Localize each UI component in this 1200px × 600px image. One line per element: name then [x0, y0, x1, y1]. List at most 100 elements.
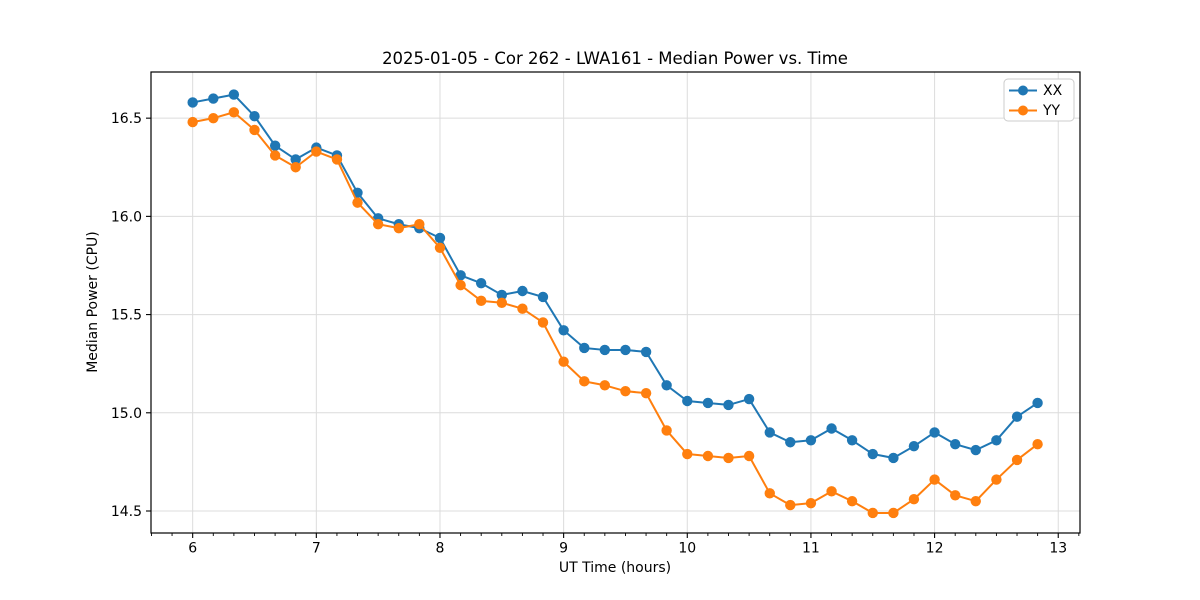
- series-point-yy: [620, 385, 631, 397]
- series-point-yy: [785, 499, 796, 511]
- series-point-xx: [764, 427, 775, 438]
- series-point-yy: [434, 242, 446, 253]
- series-point-yy: [496, 297, 507, 308]
- series-point-xx: [702, 397, 714, 409]
- series-point-yy: [269, 150, 281, 161]
- series-point-yy: [1011, 454, 1023, 466]
- series-point-yy: [311, 146, 322, 157]
- x-tick-label: 11: [802, 541, 820, 557]
- x-tick-label: 6: [188, 541, 197, 557]
- series-point-yy: [743, 450, 755, 462]
- y-tick-label: 14.5: [111, 504, 142, 520]
- series-point-xx: [496, 289, 507, 301]
- series-point-yy: [537, 317, 549, 328]
- y-tick-label: 16.5: [111, 111, 142, 127]
- y-axis-label: Median Power (CPU): [85, 231, 101, 373]
- series-point-xx: [517, 285, 528, 297]
- series-point-xx: [785, 437, 796, 448]
- series-point-xx: [743, 393, 755, 405]
- series-point-xx: [475, 277, 487, 289]
- series-point-yy: [228, 107, 240, 118]
- series-point-xx: [208, 93, 219, 104]
- series-point-xx: [888, 452, 899, 464]
- series-point-yy: [661, 425, 672, 436]
- series-point-xx: [290, 154, 301, 165]
- series-point-xx: [846, 435, 858, 446]
- series-point-yy: [455, 279, 466, 291]
- series-point-xx: [558, 325, 569, 336]
- series-point-yy: [579, 376, 590, 387]
- y-tick-label: 15.5: [111, 308, 142, 324]
- series-point-xx: [187, 97, 198, 108]
- series-point-xx: [228, 89, 240, 100]
- series-point-yy: [991, 474, 1002, 485]
- series-point-xx: [929, 427, 940, 438]
- series-point-yy: [908, 494, 920, 505]
- x-tick-label: 12: [926, 541, 944, 557]
- series-point-xx: [1032, 397, 1043, 409]
- series-point-xx: [620, 344, 631, 356]
- series-point-yy: [372, 219, 384, 230]
- series-point-xx: [455, 270, 466, 281]
- series-point-xx: [908, 440, 920, 452]
- series-point-xx: [249, 110, 260, 122]
- series-point-yy: [682, 448, 693, 460]
- series-point-xx: [640, 346, 652, 358]
- series-point-yy: [352, 197, 363, 208]
- series-point-xx: [970, 444, 981, 456]
- legend-label-xx: XX: [1043, 83, 1063, 99]
- series-point-xx: [826, 423, 837, 434]
- series-point-yy: [599, 380, 610, 391]
- series-point-yy: [723, 452, 734, 464]
- series-point-yy: [187, 116, 198, 128]
- series-point-yy: [475, 295, 487, 307]
- y-tick-label: 15.0: [111, 406, 142, 422]
- axis-tick-labels: 6 7 8 9 10 11 12 13 14.5 15.0 15.5 16.0 16.5: [111, 111, 1067, 556]
- series-point-xx: [434, 232, 446, 244]
- series-point-yy: [558, 356, 569, 367]
- series-point-xx: [269, 140, 281, 151]
- series-point-xx: [991, 435, 1002, 446]
- series-point-xx: [723, 399, 734, 411]
- series-point-yy: [805, 497, 817, 509]
- x-axis-label: UT Time (hours): [559, 560, 671, 576]
- series-point-xx: [682, 395, 693, 407]
- chart-title: 2025-01-05 - Cor 262 - LWA161 - Median P…: [382, 49, 848, 68]
- series-point-yy: [950, 490, 961, 501]
- series-point-yy: [826, 486, 837, 497]
- series-point-yy: [1032, 439, 1043, 450]
- x-tick-label: 8: [436, 541, 445, 557]
- series-point-yy: [702, 450, 714, 462]
- data-series: [187, 89, 1043, 519]
- series-point-yy: [393, 222, 404, 234]
- series-point-xx: [599, 344, 610, 356]
- series-point-yy: [414, 219, 425, 230]
- legend-marker-yy: [1018, 105, 1028, 116]
- series-point-yy: [290, 162, 301, 173]
- y-tick-label: 16.0: [111, 209, 142, 225]
- legend-marker-xx: [1018, 85, 1028, 96]
- series-point-yy: [929, 474, 940, 485]
- x-tick-label: 9: [559, 541, 568, 557]
- series-point-xx: [537, 291, 549, 303]
- plot-border: [150, 71, 1081, 534]
- x-tick-label: 13: [1049, 541, 1067, 557]
- series-point-xx: [579, 342, 590, 354]
- gridlines: [151, 72, 1080, 533]
- x-tick-label: 10: [678, 541, 696, 557]
- series-point-yy: [331, 154, 343, 165]
- series-point-yy: [640, 387, 652, 399]
- series-point-xx: [805, 435, 817, 446]
- series-point-xx: [950, 439, 961, 450]
- series-point-xx: [661, 380, 672, 391]
- series-point-yy: [208, 112, 219, 124]
- series-point-yy: [517, 303, 528, 314]
- series-point-yy: [249, 124, 260, 136]
- plot-background: [151, 72, 1080, 533]
- axis-ticks: [146, 117, 1080, 538]
- series-point-xx: [867, 448, 878, 460]
- series-point-yy: [970, 495, 981, 507]
- series-point-xx: [1011, 411, 1023, 422]
- series-point-yy: [888, 507, 899, 519]
